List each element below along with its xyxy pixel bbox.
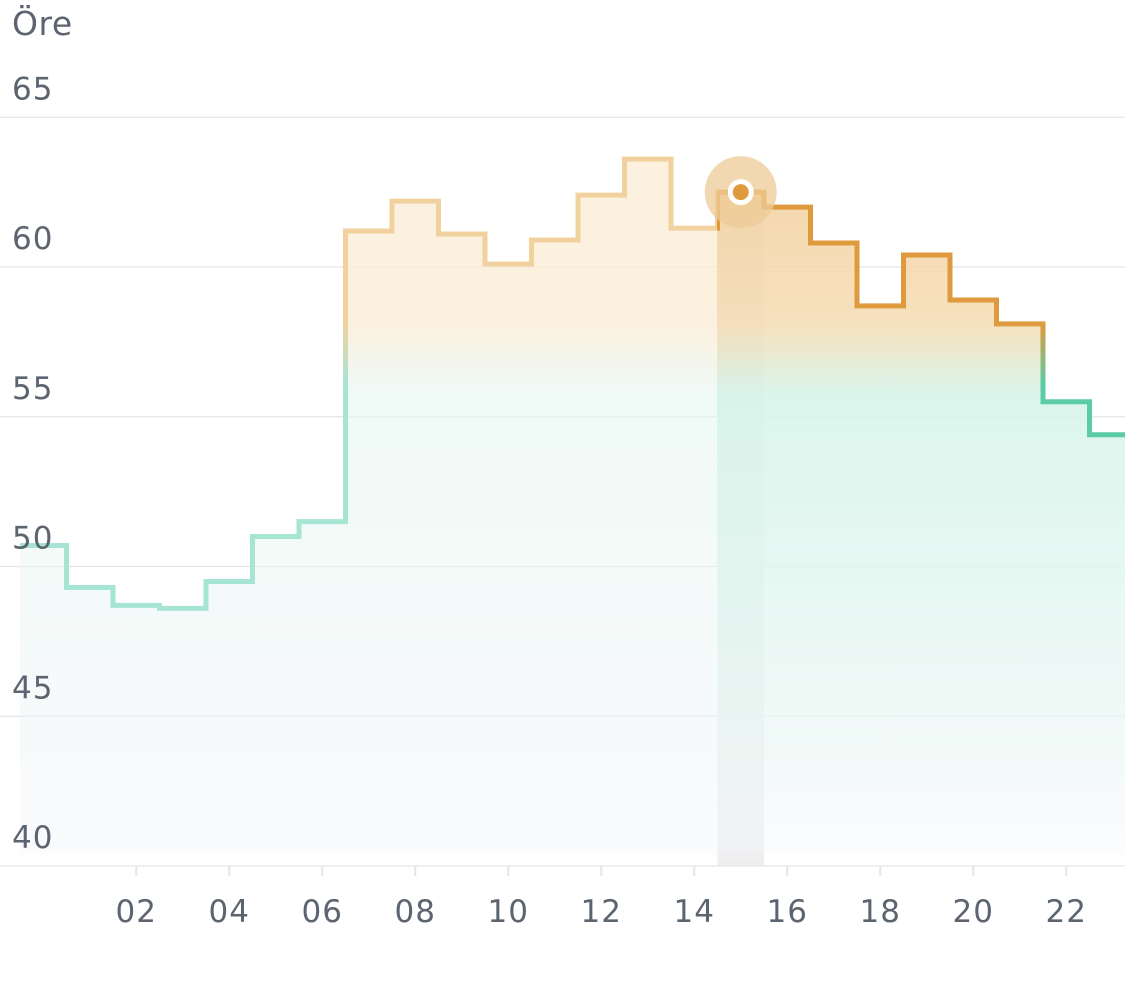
area-fill-past bbox=[20, 159, 717, 866]
y-tick-label: 45 bbox=[12, 670, 53, 706]
selected-marker-dot[interactable] bbox=[732, 184, 749, 201]
x-tick-label: 02 bbox=[116, 894, 157, 930]
x-tick-label: 10 bbox=[488, 894, 529, 930]
y-tick-label: 60 bbox=[12, 221, 53, 257]
y-tick-label: 65 bbox=[12, 71, 53, 107]
x-tick-label: 14 bbox=[674, 894, 715, 930]
x-tick-label: 04 bbox=[209, 894, 250, 930]
x-tick-label: 12 bbox=[581, 894, 622, 930]
price-line-past bbox=[20, 156, 717, 611]
x-axis-ticks: 02 04 06 08 10 12 14 16 18 20 22 bbox=[116, 866, 1087, 930]
y-tick-label: 50 bbox=[12, 521, 53, 557]
x-tick-label: 06 bbox=[302, 894, 343, 930]
x-tick-label: 20 bbox=[953, 894, 994, 930]
x-tick-label: 16 bbox=[767, 894, 808, 930]
x-tick-label: 22 bbox=[1046, 894, 1087, 930]
price-step-lines bbox=[20, 156, 1125, 611]
x-tick-label: 18 bbox=[860, 894, 901, 930]
price-line-upcoming bbox=[717, 189, 1125, 438]
area-fill-upcoming bbox=[717, 192, 1125, 866]
y-axis-unit-label: Öre bbox=[12, 4, 73, 43]
y-axis-ticks: 65 60 55 50 45 40 bbox=[12, 71, 53, 856]
y-tick-label: 55 bbox=[12, 371, 53, 407]
x-tick-label: 08 bbox=[395, 894, 436, 930]
selected-price-marker[interactable] bbox=[704, 156, 777, 229]
price-area-fill bbox=[20, 159, 1125, 866]
y-tick-label: 40 bbox=[12, 820, 53, 856]
